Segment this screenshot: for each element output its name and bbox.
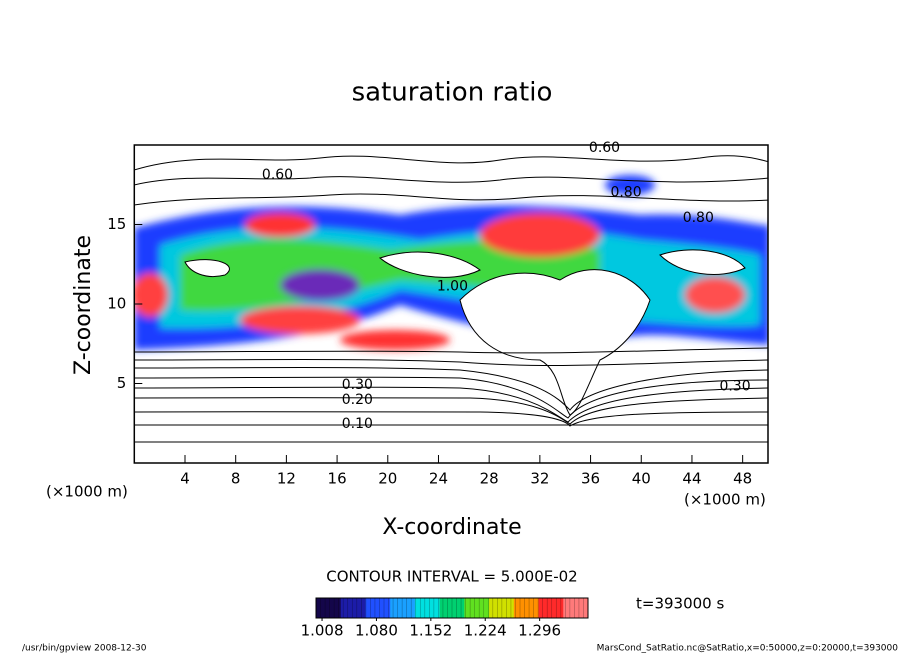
colorbar-swatch [414,598,441,618]
y-unit: (×1000 m) [46,483,128,501]
colorbar-tick-label: 1.152 [409,622,452,640]
x-tick-label: 4 [180,470,190,488]
colorbar-tick-label: 1.296 [518,622,561,640]
shading [134,155,769,443]
x-tick-label: 32 [530,470,549,488]
contour-label: 0.80 [683,210,714,226]
colorbar-swatch [365,598,391,618]
contour-label: 0.60 [262,167,293,183]
x-tick-label: 36 [581,470,600,488]
colorbar-tick-label: 1.080 [355,622,398,640]
contour-interval: CONTOUR INTERVAL = 5.000E-02 [326,568,577,586]
contour-label: 0.20 [342,392,373,408]
contour-label: 0.60 [589,140,620,156]
x-unit: (×1000 m) [684,491,766,509]
contour-label: 0.30 [719,379,750,395]
x-tick-label: 20 [378,470,397,488]
x-tick-label: 16 [328,470,347,488]
x-tick-label: 40 [632,470,651,488]
colorbar-swatch [316,598,342,618]
colorbar-swatch [464,598,490,618]
colorbar-tick-label: 1.008 [301,622,344,640]
y-tick-label: 15 [107,215,126,233]
colorbar-frame [315,597,589,619]
colorbar-swatch [340,598,366,618]
colorbar-swatch [489,598,515,618]
colorbar-swatch [538,598,564,618]
contour-label: 0.10 [342,416,373,432]
contour-label: 0.30 [342,377,373,393]
x-tick-label: 24 [429,470,448,488]
chart-title: saturation ratio [352,78,553,108]
colorbar-swatch [390,598,416,618]
x-tick-label: 44 [682,470,701,488]
x-tick-label: 28 [480,470,499,488]
time-label: t=393000 s [636,595,724,613]
colorbar-swatch [439,598,465,618]
footer-right: MarsCond_SatRatio.nc@SatRatio,x=0:50000,… [597,644,899,654]
x-tick-label: 48 [733,470,752,488]
contour-label: 0.80 [610,185,641,201]
colorbar-tick-label: 1.224 [464,622,507,640]
footer-left: /usr/bin/gpview 2008-12-30 [22,644,147,654]
y-tick-label: 10 [107,295,126,313]
y-tick-label: 5 [117,374,127,392]
contour-label: 1.00 [437,279,468,295]
x-tick-label: 8 [231,470,241,488]
x-axis-label: X-coordinate [382,515,521,540]
x-tick-label: 12 [277,470,296,488]
colorbar-swatch [563,598,589,618]
colorbar-swatch [513,598,540,618]
y-axis-label: Z-coordinate [71,235,96,375]
